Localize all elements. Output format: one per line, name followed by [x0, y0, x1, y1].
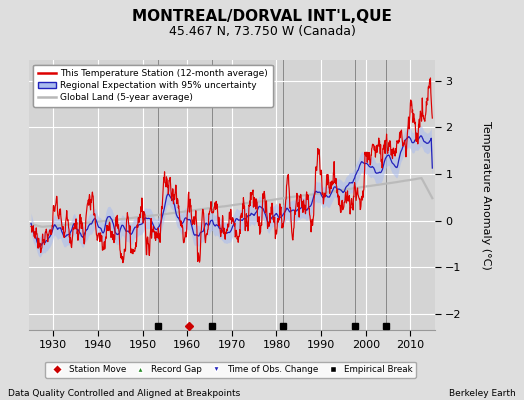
Text: MONTREAL/DORVAL INT'L,QUE: MONTREAL/DORVAL INT'L,QUE	[132, 9, 392, 24]
Text: Data Quality Controlled and Aligned at Breakpoints: Data Quality Controlled and Aligned at B…	[8, 390, 240, 398]
Legend: Station Move, Record Gap, Time of Obs. Change, Empirical Break: Station Move, Record Gap, Time of Obs. C…	[45, 362, 416, 378]
Text: 45.467 N, 73.750 W (Canada): 45.467 N, 73.750 W (Canada)	[169, 25, 355, 38]
Text: Berkeley Earth: Berkeley Earth	[450, 390, 516, 398]
Y-axis label: Temperature Anomaly (°C): Temperature Anomaly (°C)	[481, 121, 492, 269]
Legend: This Temperature Station (12-month average), Regional Expectation with 95% uncer: This Temperature Station (12-month avera…	[34, 64, 272, 107]
